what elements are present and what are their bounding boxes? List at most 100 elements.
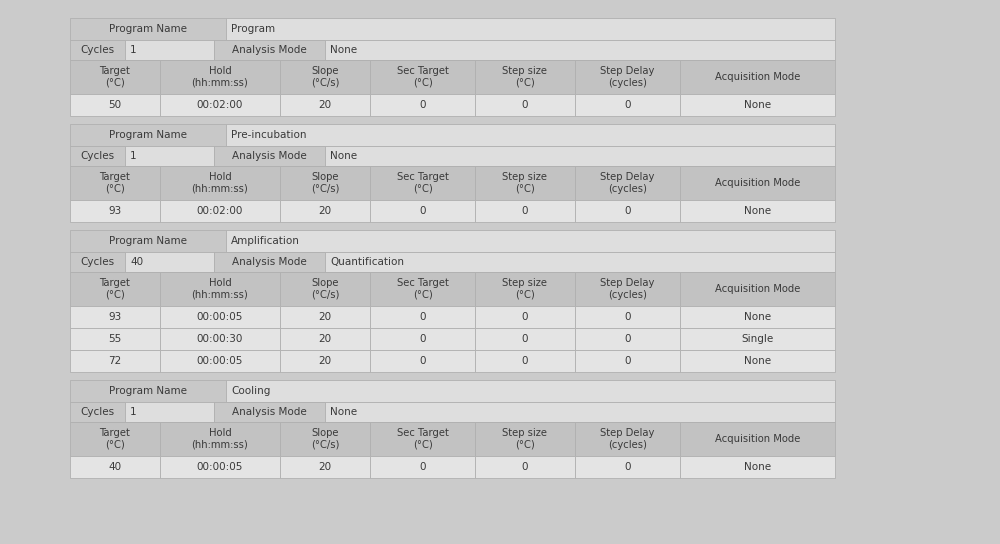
Bar — [160, 350, 280, 372]
Text: 1: 1 — [130, 151, 137, 161]
Text: 93: 93 — [108, 312, 122, 322]
Bar — [160, 166, 280, 200]
Text: Cycles: Cycles — [80, 257, 115, 267]
Bar — [680, 422, 835, 456]
Text: 0: 0 — [624, 462, 631, 472]
Bar — [475, 328, 575, 350]
Text: Program Name: Program Name — [109, 386, 187, 396]
Bar — [280, 328, 370, 350]
Bar — [226, 124, 835, 146]
Bar — [70, 40, 125, 60]
Bar — [214, 40, 325, 60]
Text: Sec Target
(°C): Sec Target (°C) — [397, 278, 448, 300]
Text: Acquisition Mode: Acquisition Mode — [715, 72, 800, 82]
Bar — [280, 422, 370, 456]
Bar — [475, 166, 575, 200]
Text: Program Name: Program Name — [109, 236, 187, 246]
Bar — [575, 328, 680, 350]
Bar — [160, 94, 280, 116]
Bar — [70, 402, 125, 422]
Text: Step Delay
(cycles): Step Delay (cycles) — [600, 66, 655, 88]
Text: None: None — [744, 356, 771, 366]
Bar — [125, 402, 214, 422]
Bar — [370, 94, 475, 116]
Bar — [575, 272, 680, 306]
Text: 00:00:05: 00:00:05 — [197, 356, 243, 366]
Bar — [160, 200, 280, 222]
Text: Slope
(°C/s): Slope (°C/s) — [311, 66, 339, 88]
Bar — [680, 94, 835, 116]
Text: Analysis Mode: Analysis Mode — [232, 151, 307, 161]
Text: Cycles: Cycles — [80, 407, 115, 417]
Bar — [475, 200, 575, 222]
Text: Hold
(hh:mm:ss): Hold (hh:mm:ss) — [192, 66, 248, 88]
Bar — [475, 306, 575, 328]
Text: Step Delay
(cycles): Step Delay (cycles) — [600, 172, 655, 194]
Text: 0: 0 — [419, 462, 426, 472]
Bar — [575, 94, 680, 116]
Bar — [70, 422, 160, 456]
Bar — [370, 60, 475, 94]
Text: Quantification: Quantification — [330, 257, 404, 267]
Bar — [475, 456, 575, 478]
Bar — [475, 350, 575, 372]
Bar — [160, 456, 280, 478]
Text: 20: 20 — [318, 356, 332, 366]
Bar — [325, 402, 835, 422]
Text: None: None — [744, 312, 771, 322]
Bar — [325, 252, 835, 272]
Bar — [160, 422, 280, 456]
Text: 00:02:00: 00:02:00 — [197, 100, 243, 110]
Text: Target
(°C): Target (°C) — [100, 172, 130, 194]
Bar — [70, 146, 125, 166]
Bar — [680, 60, 835, 94]
Bar — [214, 146, 325, 166]
Text: 40: 40 — [108, 462, 122, 472]
Bar — [125, 146, 214, 166]
Text: Target
(°C): Target (°C) — [100, 428, 130, 450]
Text: 20: 20 — [318, 462, 332, 472]
Text: None: None — [330, 151, 357, 161]
Bar — [370, 350, 475, 372]
Text: 93: 93 — [108, 206, 122, 216]
Bar — [370, 306, 475, 328]
Text: Step size
(°C): Step size (°C) — [503, 428, 548, 450]
Bar — [475, 272, 575, 306]
Text: 0: 0 — [522, 334, 528, 344]
Text: 20: 20 — [318, 100, 332, 110]
Text: Step Delay
(cycles): Step Delay (cycles) — [600, 278, 655, 300]
Text: 0: 0 — [624, 334, 631, 344]
Text: Hold
(hh:mm:ss): Hold (hh:mm:ss) — [192, 278, 248, 300]
Text: Step size
(°C): Step size (°C) — [503, 278, 548, 300]
Text: 1: 1 — [130, 45, 137, 55]
Text: Program Name: Program Name — [109, 24, 187, 34]
Text: 50: 50 — [108, 100, 122, 110]
Text: Cooling: Cooling — [231, 386, 270, 396]
Bar — [160, 272, 280, 306]
Bar — [370, 328, 475, 350]
Bar — [475, 422, 575, 456]
Text: 0: 0 — [522, 100, 528, 110]
Bar — [160, 328, 280, 350]
Bar — [70, 380, 226, 402]
Text: Acquisition Mode: Acquisition Mode — [715, 284, 800, 294]
Bar — [70, 18, 226, 40]
Text: Program Name: Program Name — [109, 130, 187, 140]
Text: None: None — [744, 206, 771, 216]
Bar — [680, 166, 835, 200]
Text: 0: 0 — [419, 206, 426, 216]
Text: Analysis Mode: Analysis Mode — [232, 45, 307, 55]
Bar — [125, 40, 214, 60]
Text: Slope
(°C/s): Slope (°C/s) — [311, 428, 339, 450]
Text: 00:02:00: 00:02:00 — [197, 206, 243, 216]
Bar — [70, 200, 160, 222]
Text: 00:00:05: 00:00:05 — [197, 462, 243, 472]
Bar — [226, 230, 835, 252]
Text: None: None — [330, 45, 357, 55]
Bar — [70, 456, 160, 478]
Text: Acquisition Mode: Acquisition Mode — [715, 434, 800, 444]
Bar — [160, 306, 280, 328]
Bar — [280, 350, 370, 372]
Text: 00:00:30: 00:00:30 — [197, 334, 243, 344]
Bar — [370, 422, 475, 456]
